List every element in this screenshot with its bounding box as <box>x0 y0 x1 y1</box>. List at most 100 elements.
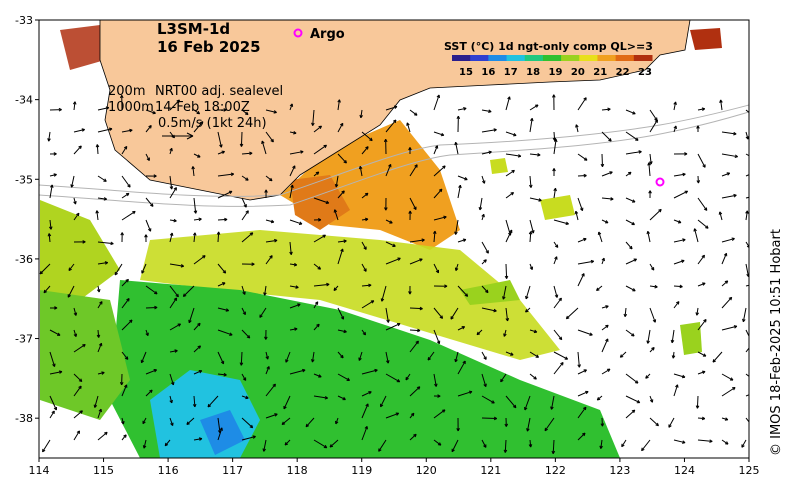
current-arrowhead <box>631 199 636 203</box>
current-arrow <box>577 153 588 161</box>
current-arrowhead <box>43 289 47 294</box>
current-arrow <box>409 340 419 353</box>
current-arrowhead <box>196 110 201 115</box>
current-arrowhead <box>281 421 286 426</box>
current-arrowhead <box>525 295 529 300</box>
current-arrowhead <box>145 332 149 337</box>
current-arrowhead <box>565 315 570 320</box>
current-arrowhead <box>337 99 341 103</box>
current-arrowhead <box>719 99 723 103</box>
current-arrow <box>261 140 267 155</box>
current-arrowhead <box>733 131 737 136</box>
current-arrowhead <box>123 145 128 150</box>
current-arrow <box>121 192 130 199</box>
current-arrow <box>529 175 532 188</box>
x-tick-label: 116 <box>158 464 179 477</box>
current-arrow <box>697 153 706 168</box>
current-arrowhead <box>673 101 677 105</box>
current-arrowhead <box>456 115 461 120</box>
current-arrow <box>553 297 562 309</box>
current-arrow <box>671 329 675 343</box>
current-arrow <box>745 210 748 221</box>
current-arrowhead <box>72 101 77 105</box>
current-arrow <box>457 391 473 397</box>
current-arrowhead <box>42 448 46 453</box>
current-arrowhead <box>485 250 489 254</box>
current-arrow <box>601 324 609 331</box>
current-arrow <box>433 131 445 136</box>
x-tick-label: 123 <box>609 464 630 477</box>
current-arrowhead <box>225 308 230 312</box>
current-arrowhead <box>318 374 322 378</box>
current-arrow <box>577 97 587 111</box>
current-arrowhead <box>96 334 101 338</box>
current-arrowhead <box>502 296 506 300</box>
current-arrow <box>97 431 108 441</box>
current-arrowhead <box>363 268 367 272</box>
current-arrowhead <box>78 145 82 149</box>
current-arrowhead <box>436 340 441 345</box>
current-arrowhead <box>230 172 235 177</box>
current-arrow <box>289 285 299 288</box>
current-arrowhead <box>600 423 605 427</box>
x-tick-label: 122 <box>545 464 566 477</box>
current-arrowhead <box>724 417 729 421</box>
current-arrowhead <box>554 294 559 298</box>
current-arrowhead <box>114 271 118 276</box>
current-arrowhead <box>462 238 467 242</box>
current-arrowhead <box>434 383 438 387</box>
current-arrow <box>601 108 611 111</box>
current-arrowhead <box>274 413 278 417</box>
current-arrow <box>433 216 447 221</box>
current-arrowhead <box>78 385 82 390</box>
current-arrowhead <box>132 210 136 215</box>
current-arrowhead <box>293 262 298 267</box>
current-arrowhead <box>581 273 585 277</box>
current-arrowhead <box>245 177 249 181</box>
current-arrowhead <box>126 298 130 302</box>
current-arrowhead <box>384 207 388 211</box>
current-arrowhead <box>219 144 223 148</box>
current-arrow <box>454 351 459 363</box>
current-arrow <box>505 219 511 236</box>
current-arrow <box>73 385 82 397</box>
current-arrow <box>265 351 269 360</box>
current-arrowhead <box>224 217 228 222</box>
current-arrow <box>457 185 461 199</box>
y-tick-label: -38 <box>15 412 33 425</box>
x-tick-label: 125 <box>739 464 760 477</box>
current-arrowhead <box>242 377 247 381</box>
current-arrowhead <box>169 399 173 404</box>
current-arrowhead <box>294 327 298 331</box>
current-arrow <box>505 395 517 409</box>
current-arrow <box>143 439 147 449</box>
current-arrowhead <box>389 220 393 224</box>
current-arrow <box>361 284 372 287</box>
current-arrowhead <box>193 210 198 214</box>
current-arrowhead <box>504 423 509 427</box>
current-arrow <box>289 241 292 255</box>
current-arrowhead <box>58 107 62 112</box>
colorbar-tick-label: 17 <box>504 67 518 78</box>
current-arrow <box>481 351 487 360</box>
current-arrow <box>409 239 425 243</box>
current-arrow <box>745 329 749 338</box>
current-arrow <box>141 263 147 274</box>
current-arrowhead <box>550 406 554 410</box>
current-arrowhead <box>259 314 263 318</box>
current-arrowhead <box>316 323 320 328</box>
current-arrow <box>169 395 173 404</box>
current-arrow <box>742 307 747 322</box>
current-arrowhead <box>108 127 113 132</box>
current-arrow <box>385 219 393 224</box>
current-arrowhead <box>362 331 367 336</box>
current-arrowhead <box>483 356 487 360</box>
sst-patch-east2 <box>490 158 508 174</box>
current-arrow <box>241 109 249 115</box>
current-arrowhead <box>655 422 659 427</box>
current-arrow <box>601 368 611 375</box>
current-arrowhead <box>73 333 78 337</box>
current-arrowhead <box>173 187 177 191</box>
current-arrow <box>337 395 346 401</box>
current-arrow <box>697 108 705 111</box>
